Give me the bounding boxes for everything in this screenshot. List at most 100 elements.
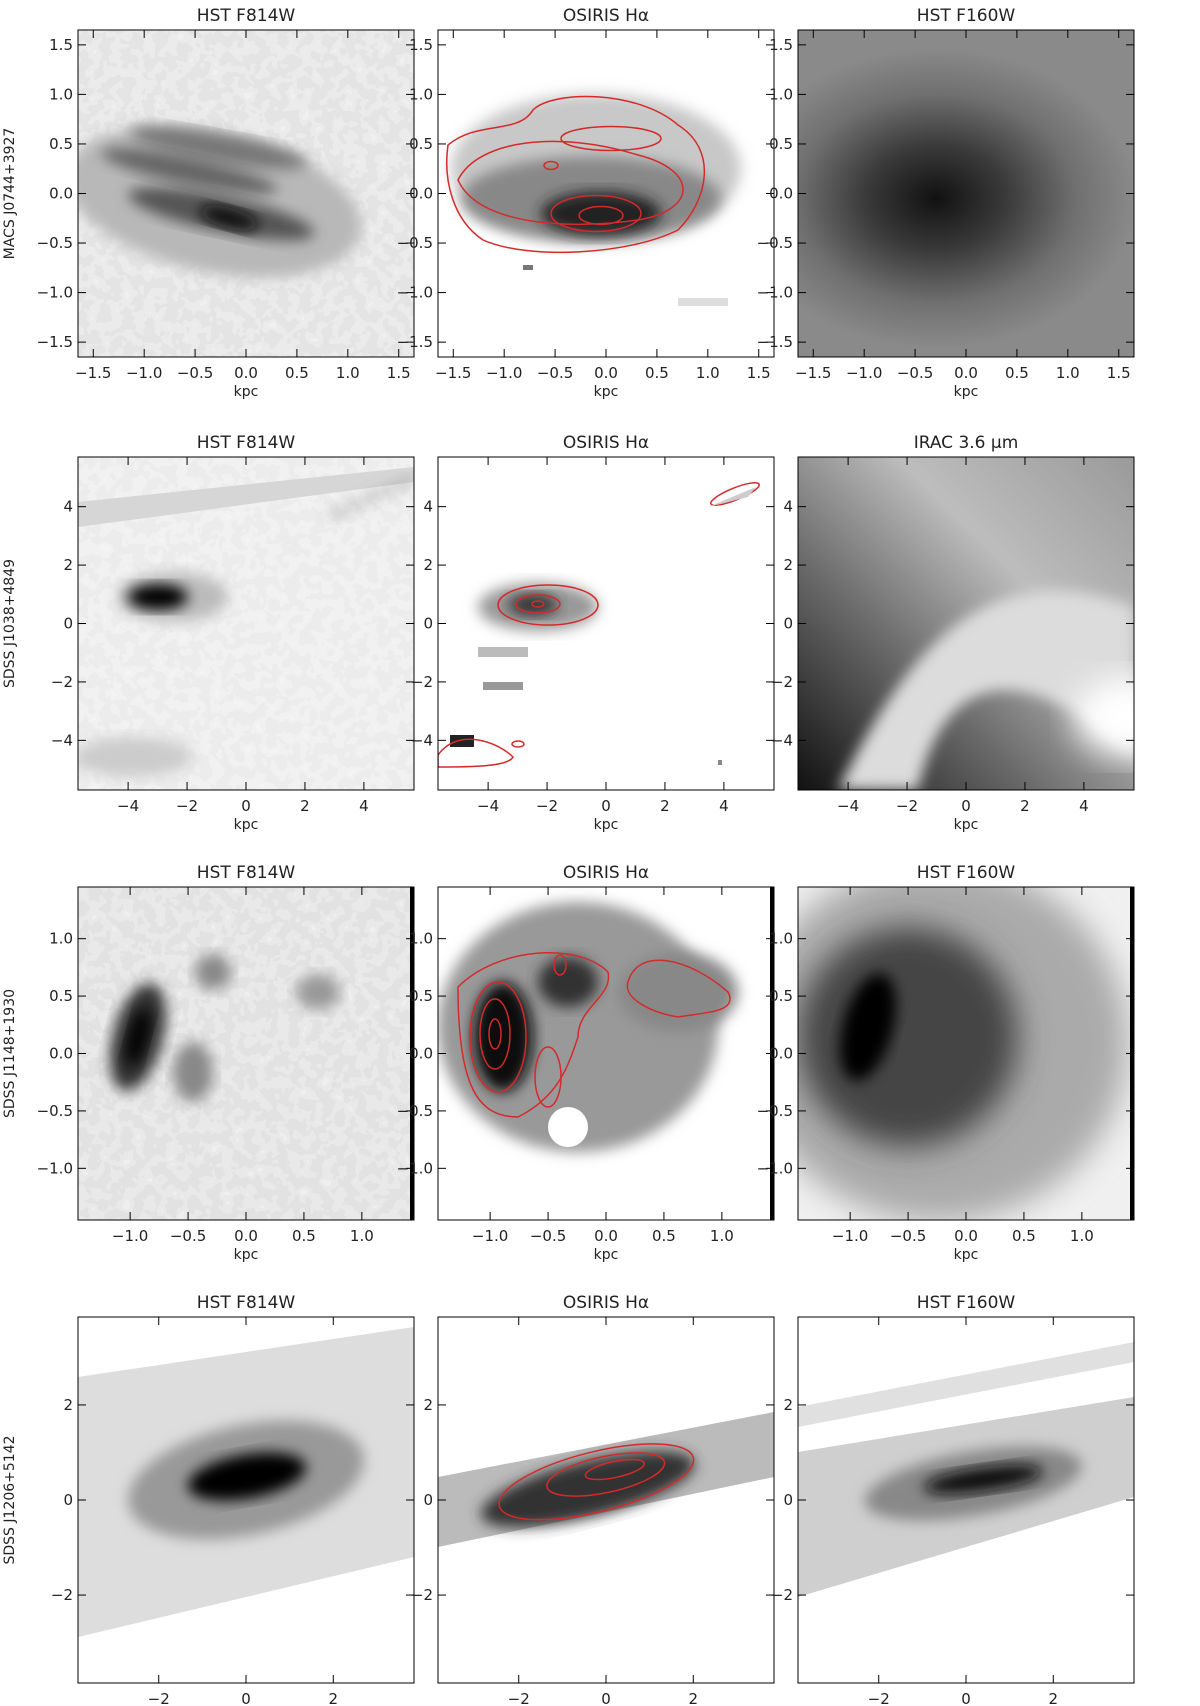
panel-title: OSIRIS Hα [563, 863, 649, 883]
y-tick-label: −2 [51, 673, 73, 691]
y-tick-label: 0 [63, 1491, 73, 1509]
x-axis-label: kpc [234, 817, 259, 833]
y-tick-label: 0.0 [49, 1045, 73, 1063]
x-tick-label: −2 [896, 797, 918, 815]
x-tick-label: −4 [117, 797, 139, 815]
x-tick-label: −2 [508, 1690, 530, 1706]
y-tick-label: −1.5 [397, 333, 433, 351]
y-tick-label: 1.0 [409, 85, 433, 103]
y-tick-label: −1.5 [37, 333, 73, 351]
x-tick-label: 0.0 [234, 364, 258, 382]
x-tick-label: −1.0 [486, 364, 522, 382]
x-tick-label: −0.5 [890, 1227, 926, 1245]
x-tick-label: 1.0 [350, 1227, 374, 1245]
x-tick-label: −4 [477, 797, 499, 815]
y-tick-label: −4 [411, 731, 433, 749]
x-tick-label: 0 [601, 1690, 611, 1706]
image-map [798, 1317, 1134, 1683]
image-map [798, 457, 1134, 790]
panel-title: HST F814W [197, 1293, 296, 1313]
x-axis-label: kpc [594, 1247, 619, 1263]
panel-title: HST F160W [917, 863, 1016, 883]
x-tick-label: 0.0 [954, 1227, 978, 1245]
panel-title: HST F814W [197, 863, 296, 883]
y-tick-label: −0.5 [397, 234, 433, 252]
y-tick-label: 4 [63, 498, 73, 516]
x-tick-label: 0.5 [652, 1227, 676, 1245]
y-tick-label: 2 [423, 1396, 433, 1414]
y-tick-label: −0.5 [37, 234, 73, 252]
x-tick-label: −1.0 [472, 1227, 508, 1245]
x-tick-label: 0.0 [954, 364, 978, 382]
y-tick-label: 2 [63, 556, 73, 574]
panel-title: IRAC 3.6 μm [914, 433, 1019, 453]
x-tick-label: 1.0 [1070, 1227, 1094, 1245]
x-tick-label: −1.0 [832, 1227, 868, 1245]
y-tick-label: 0.0 [769, 185, 793, 203]
y-tick-label: 0.5 [769, 135, 793, 153]
x-tick-label: 1.5 [1107, 364, 1131, 382]
x-tick-label: 2 [300, 797, 310, 815]
y-tick-label: −2 [411, 673, 433, 691]
panel-title: HST F160W [917, 6, 1016, 26]
x-tick-label: 1.5 [387, 364, 411, 382]
x-tick-label: −0.5 [177, 364, 213, 382]
x-tick-label: −4 [837, 797, 859, 815]
row-label: SDSS J1038+4849 [2, 559, 18, 688]
x-tick-label: 0.5 [292, 1227, 316, 1245]
x-tick-label: 0 [241, 1690, 251, 1706]
image-map [438, 887, 774, 1220]
x-axis-label: kpc [234, 384, 259, 400]
x-axis-label: kpc [594, 817, 619, 833]
image-map [78, 457, 414, 790]
x-tick-label: 0 [961, 1690, 971, 1706]
y-tick-label: 4 [783, 498, 793, 516]
y-tick-label: 2 [783, 556, 793, 574]
x-tick-label: −2 [868, 1690, 890, 1706]
image-panel: HST F160W −1.5 −1.0 −0.5 0.0 0.5 1.0 1.5 1.5 1.0 0… [757, 6, 1135, 400]
y-tick-label: 0.0 [409, 1045, 433, 1063]
figure-row: SDSS J1038+4849 HST F814W −4 −2 0 2 4 4 2 0 −2 −4 kp… [2, 433, 1135, 833]
ha-contours [446, 95, 705, 254]
figure-row: SDSS J1148+1930 HST F814W −1.0 −0.5 0.0 0.5 1.… [2, 863, 1135, 1263]
x-tick-label: 0.0 [594, 364, 618, 382]
x-tick-label: 2 [660, 797, 670, 815]
image-map [78, 30, 414, 357]
image-panel: HST F160W −1.0 −0.5 0.0 0.5 1.0 1.0 0.5 0.0 −0.5 −… [757, 863, 1135, 1263]
x-axis-label: kpc [954, 817, 979, 833]
x-tick-label: 4 [359, 797, 369, 815]
x-tick-label: 0.5 [1005, 364, 1029, 382]
x-axis-label: kpc [234, 1247, 259, 1263]
x-tick-label: 0.5 [645, 364, 669, 382]
y-tick-label: −1.0 [397, 1159, 433, 1177]
y-tick-label: −2 [411, 1586, 433, 1604]
y-tick-label: 0 [423, 615, 433, 633]
image-map [438, 30, 774, 357]
x-tick-label: −0.5 [537, 364, 573, 382]
y-tick-label: −0.5 [757, 234, 793, 252]
x-tick-label: −1.5 [75, 364, 111, 382]
ha-contours [438, 482, 760, 768]
x-tick-label: 2 [1020, 797, 1030, 815]
x-tick-label: 0.0 [594, 1227, 618, 1245]
y-tick-label: 0.0 [409, 185, 433, 203]
row-label: SDSS J1148+1930 [2, 989, 18, 1118]
y-tick-label: −0.5 [757, 1102, 793, 1120]
image-map [78, 887, 414, 1220]
image-panel: HST F814W −1.5 −1.0 −0.5 0.0 0.5 1.0 1.5 1.5 1.0 0… [37, 6, 415, 400]
row-label: SDSS J1206+5142 [2, 1435, 18, 1564]
x-axis-label: kpc [954, 1247, 979, 1263]
x-tick-label: 2 [688, 1690, 698, 1706]
x-tick-label: −2 [536, 797, 558, 815]
panel-title: OSIRIS Hα [563, 1293, 649, 1313]
panel-title: HST F160W [917, 1293, 1016, 1313]
image-map [78, 1317, 414, 1683]
figure-row: MACS J0744+3927 HST F814W −1.5 −1.0 −0.5 0.0 0… [2, 6, 1135, 400]
y-tick-label: 2 [783, 1396, 793, 1414]
x-tick-label: 0.5 [1012, 1227, 1036, 1245]
panel-title: HST F814W [197, 6, 296, 26]
